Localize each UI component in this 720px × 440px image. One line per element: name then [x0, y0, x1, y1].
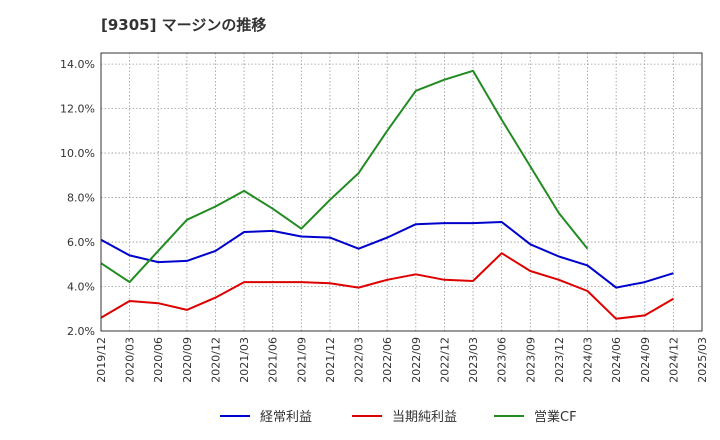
y-tick-label: 8.0%	[67, 192, 95, 205]
x-tick-label: 2022/06	[381, 337, 394, 383]
grid-lines	[101, 53, 702, 332]
y-tick-label: 12.0%	[60, 103, 95, 116]
x-tick-label: 2021/06	[267, 337, 280, 383]
y-axis-ticks: 2.0% 4.0% 6.0% 8.0% 10.0% 12.0% 14.0%	[60, 58, 95, 338]
chart-title: [9305] マージンの推移	[101, 16, 267, 34]
series-line	[100, 221, 674, 289]
x-tick-label: 2021/03	[238, 337, 251, 383]
x-tick-label: 2021/12	[324, 337, 337, 383]
plot-frame	[100, 52, 703, 332]
x-tick-label: 2023/12	[553, 337, 566, 383]
y-tick-label: 14.0%	[60, 58, 95, 71]
x-tick-label: 2022/03	[353, 337, 366, 383]
x-tick-label: 2022/12	[438, 337, 451, 383]
legend-label: 営業CF	[534, 409, 577, 425]
legend-label: 当期純利益	[392, 410, 457, 425]
y-tick-label: 4.0%	[67, 281, 95, 294]
series-lines	[100, 69, 674, 320]
x-tick-label: 2020/03	[124, 337, 137, 383]
x-axis-ticks: 2019/12 2020/03 2020/06 2020/09 2020/12 2021/…	[95, 337, 709, 383]
x-tick-label: 2024/03	[582, 337, 595, 383]
y-tick-label: 2.0%	[67, 325, 95, 338]
legend: 経常利益 当期純利益 営業CF	[220, 409, 577, 425]
x-tick-label: 2024/12	[667, 337, 680, 383]
series-line	[100, 69, 589, 284]
x-tick-label: 2023/09	[524, 337, 537, 383]
y-tick-label: 6.0%	[67, 236, 95, 249]
x-tick-label: 2019/12	[95, 337, 108, 383]
x-tick-label: 2020/12	[209, 337, 222, 383]
series-line	[100, 252, 674, 320]
x-tick-label: 2025/03	[696, 337, 709, 383]
x-tick-label: 2020/09	[181, 337, 194, 383]
x-tick-label: 2021/09	[295, 337, 308, 383]
x-tick-label: 2023/06	[496, 337, 509, 383]
x-tick-label: 2022/09	[410, 337, 423, 383]
x-tick-label: 2024/09	[639, 337, 652, 383]
legend-label: 経常利益	[260, 410, 312, 425]
y-tick-label: 10.0%	[60, 147, 95, 160]
x-tick-label: 2023/03	[467, 337, 480, 383]
x-tick-label: 2024/06	[610, 337, 623, 383]
x-tick-label: 2020/06	[152, 337, 165, 383]
